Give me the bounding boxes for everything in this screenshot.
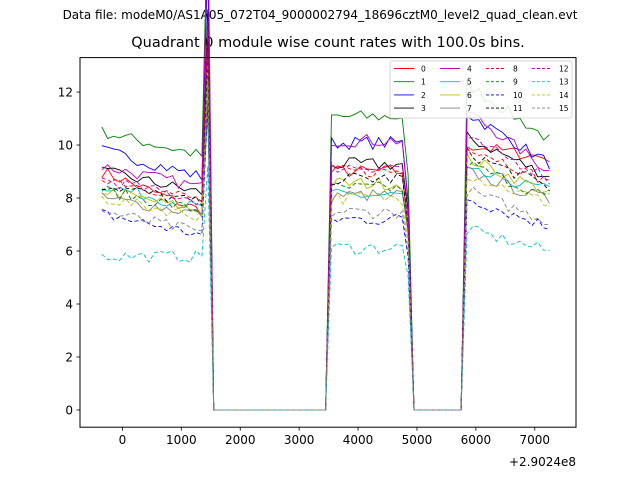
legend-label-9: 9 xyxy=(513,78,518,87)
legend-label-0: 0 xyxy=(421,65,426,74)
series-line-13 xyxy=(101,165,550,411)
y-tick-label: 6 xyxy=(65,245,73,259)
series-line-10 xyxy=(101,101,550,411)
x-tick-label: 6000 xyxy=(461,433,492,447)
legend-label-7: 7 xyxy=(467,104,472,113)
series-line-8 xyxy=(101,27,550,411)
series-line-15 xyxy=(101,85,550,411)
series-line-5 xyxy=(101,113,550,411)
x-axis: 0 1000 2000 3000 4000 5000 6000 7000 xyxy=(119,427,550,447)
legend-label-2: 2 xyxy=(421,91,426,100)
legend-label-3: 3 xyxy=(421,104,426,113)
y-tick-label: 2 xyxy=(65,350,73,364)
y-tick-label: 4 xyxy=(65,298,73,312)
x-tick-label: 2000 xyxy=(225,433,256,447)
x-tick-label: 0 xyxy=(119,433,127,447)
y-tick-label: 10 xyxy=(58,139,73,153)
legend-label-14: 14 xyxy=(559,91,569,100)
series-line-0 xyxy=(101,101,550,411)
y-tick-label: 0 xyxy=(65,403,73,417)
legend-label-11: 11 xyxy=(513,104,523,113)
legend-box xyxy=(389,60,573,119)
legend-label-1: 1 xyxy=(421,78,426,87)
x-offset-label: +2.9024e8 xyxy=(509,455,576,469)
y-axis: 0 2 4 6 8 10 12 xyxy=(58,86,80,417)
x-tick-label: 1000 xyxy=(166,433,197,447)
x-tick-label: 7000 xyxy=(519,433,550,447)
legend-label-12: 12 xyxy=(559,65,569,74)
y-tick-label: 8 xyxy=(65,192,73,206)
x-tick-label: 5000 xyxy=(402,433,433,447)
x-tick-label: 4000 xyxy=(343,433,374,447)
series-line-14 xyxy=(101,83,550,411)
x-tick-label: 3000 xyxy=(284,433,315,447)
figure-suptitle: Data file: modeM0/AS1A05_072T04_90000027… xyxy=(62,8,578,22)
legend-label-13: 13 xyxy=(559,78,569,87)
legend-label-8: 8 xyxy=(513,65,518,74)
legend-label-6: 6 xyxy=(467,91,472,100)
legend-label-15: 15 xyxy=(559,104,569,113)
legend-label-4: 4 xyxy=(467,65,472,74)
chart-title: Quadrant 0 module wise count rates with … xyxy=(131,35,525,51)
axes-frame xyxy=(79,57,577,428)
legend-label-10: 10 xyxy=(513,91,523,100)
y-tick-label: 12 xyxy=(58,86,73,100)
legend-label-5: 5 xyxy=(467,78,472,87)
